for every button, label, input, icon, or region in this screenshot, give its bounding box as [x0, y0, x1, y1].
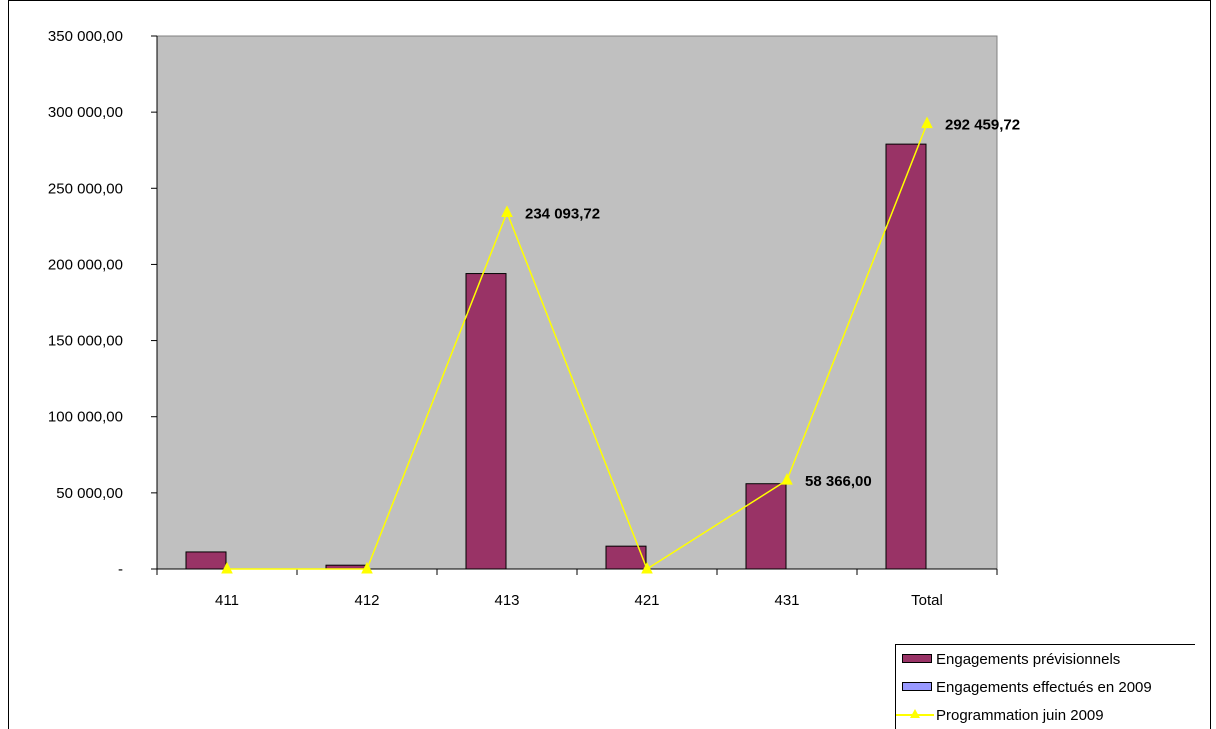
line-series: [227, 123, 928, 571]
legend-item-engagements-effectues: Engagements effectués en 2009: [896, 677, 1152, 697]
y-tick-label: 350 000,00: [48, 28, 123, 45]
data-label: 234 093,72: [525, 206, 600, 223]
bar-engagements-pr-visionnels: [185, 551, 227, 570]
data-label: 58 366,00: [805, 473, 872, 490]
legend-swatch-bar-icon: [896, 677, 934, 697]
y-tick-label: 250 000,00: [48, 180, 123, 197]
x-tick-label: Total: [911, 592, 943, 609]
line-layer: [221, 116, 933, 574]
line-point-triangle-icon: [361, 561, 373, 574]
y-tick-label: -: [118, 561, 123, 578]
legend-label: Engagements effectués en 2009: [936, 678, 1152, 696]
line-point-triangle-icon: [921, 116, 933, 129]
y-tick-label: 150 000,00: [48, 333, 123, 350]
legend-swatch-bar-icon: [896, 649, 934, 669]
x-tick-label: 411: [215, 592, 239, 609]
legend-swatch-line-icon: [896, 705, 934, 725]
y-tick-label: 100 000,00: [48, 409, 123, 426]
x-tick-label: 412: [354, 592, 379, 609]
y-tick-label: 50 000,00: [56, 485, 123, 502]
x-tick-label: 431: [774, 592, 799, 609]
bar-engagements-pr-visionnels: [885, 143, 927, 570]
legend-item-engagements-previsionnels: Engagements prévisionnels: [896, 649, 1120, 669]
bar-engagements-pr-visionnels: [745, 483, 787, 570]
labels-layer: 234 093,72 58 366,00 292 459,72: [525, 117, 1020, 490]
y-tick-label: 200 000,00: [48, 256, 123, 273]
legend: Engagements prévisionnels Engagements ef…: [895, 644, 1195, 729]
legend-item-programmation-juin: Programmation juin 2009: [896, 705, 1104, 725]
x-tick-label: 413: [494, 592, 519, 609]
line-point-triangle-icon: [641, 561, 653, 574]
line-point-triangle-icon: [781, 472, 793, 485]
y-tick-label: 300 000,00: [48, 104, 123, 121]
legend-label: Programmation juin 2009: [936, 706, 1104, 724]
legend-label: Engagements prévisionnels: [936, 650, 1121, 668]
axes-layer: - 50 000,00 100 000,00 150 000,00 200 000,00…: [48, 28, 998, 609]
chart-frame: [8, 0, 1211, 729]
line-point-triangle-icon: [221, 561, 233, 574]
line-point-triangle-icon: [501, 205, 513, 218]
bars-layer: [185, 143, 927, 570]
bar-engagements-pr-visionnels: [465, 273, 507, 570]
data-label: 292 459,72: [945, 117, 1020, 134]
x-tick-label: 421: [634, 592, 659, 609]
